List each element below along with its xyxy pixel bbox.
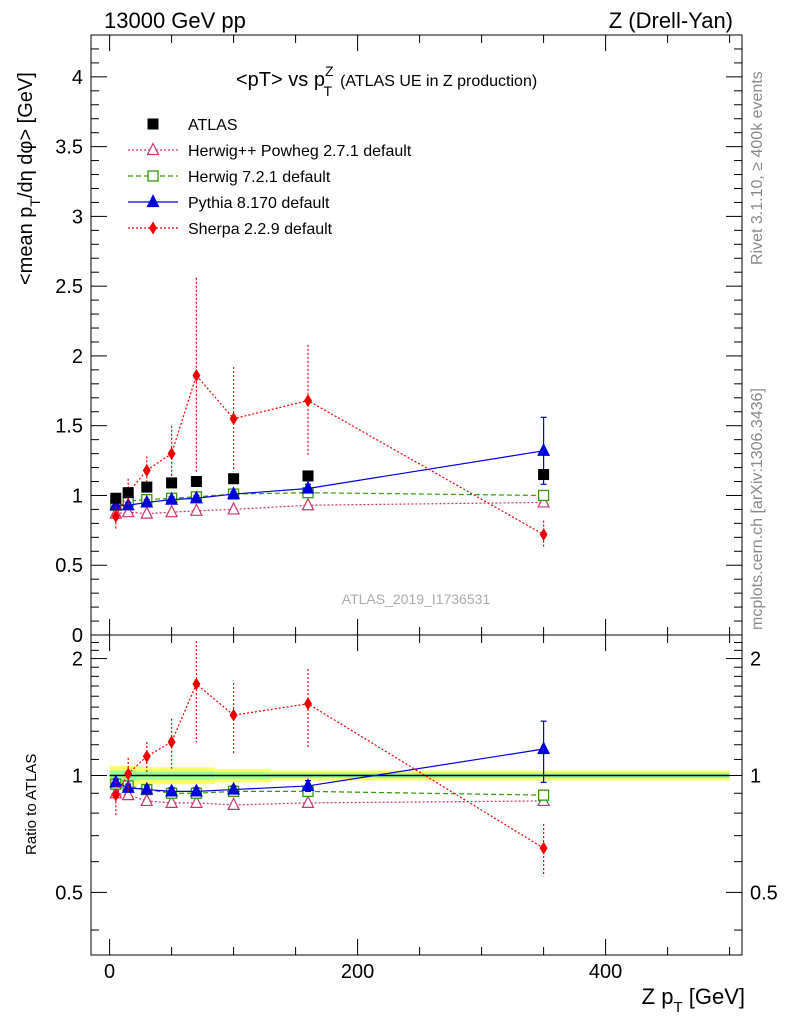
- main-herwigpp-point: [227, 501, 241, 515]
- main-atlas-point: [228, 473, 240, 485]
- ratio-herwigpp-point: [189, 795, 203, 809]
- ratio-pythia-point: [227, 781, 241, 795]
- ratio-panel: 0.5 0.5 1 1 2 2 0 200 400 Ratio to ATLAS Z pT [G…: [23, 634, 778, 1016]
- main-pythia-point: [165, 491, 179, 505]
- main-pythia-line: [115, 450, 544, 506]
- ratio-y-tick-label-right: 2: [750, 649, 761, 671]
- main-y-tick-label: 1.5: [55, 416, 83, 438]
- main-sherpa-point: [111, 509, 120, 523]
- ratio-sherpa-point: [539, 841, 548, 855]
- main-y-tick-label: 2.5: [55, 276, 83, 298]
- main-herwig7-point: [537, 489, 550, 502]
- ratio-y-tick-label-right: 0.5: [750, 882, 778, 904]
- legend-herwigpp-marker: [146, 142, 160, 156]
- ratio-panel-frame: [90, 634, 743, 956]
- ratio-y-tick-label: 0.5: [55, 882, 83, 904]
- header-right: Z (Drell-Yan): [609, 8, 733, 33]
- ratio-y-tick-label: 1: [72, 765, 83, 787]
- main-pythia-point: [301, 480, 315, 494]
- main-sherpa-point: [229, 412, 238, 426]
- ratio-herwigpp-point: [165, 795, 179, 809]
- analysis-watermark: ATLAS_2019_I1736531: [342, 591, 491, 607]
- ratio-herwigpp-point: [301, 795, 315, 809]
- legend-herwigpp-label: Herwig++ Powheg 2.7.1 default: [188, 143, 412, 160]
- main-atlas-point: [190, 476, 202, 488]
- main-panel: 0 0.5 1 1.5 2 2.5 3 3.5 4 <pT> vs pZ T(ATLAS UE i…: [15, 34, 743, 647]
- main-herwigpp-point: [165, 504, 179, 518]
- ratio-sherpa-line: [115, 683, 544, 849]
- legend-sherpa-marker: [149, 221, 157, 235]
- main-atlas-point: [122, 487, 134, 499]
- main-y-axis-label: <mean pT/dη dφ> [GeV]: [15, 72, 43, 285]
- main-atlas-point: [141, 481, 153, 493]
- ratio-pythia-point: [301, 778, 315, 792]
- main-herwigpp-point: [121, 504, 135, 518]
- ratio-y-axis-label: Ratio to ATLAS: [23, 754, 40, 855]
- ratio-pythia-point: [165, 783, 179, 797]
- ratio-sherpa-point: [124, 767, 133, 781]
- main-pythia-point: [140, 494, 154, 508]
- ratio-y-tick-label-right: 1: [750, 765, 761, 787]
- ratio-sherpa-point: [111, 788, 120, 802]
- main-y-tick-label: 0.5: [55, 555, 83, 577]
- main-pythia-point: [189, 490, 203, 504]
- main-atlas-point: [166, 477, 178, 489]
- ratio-herwigpp-point: [121, 787, 135, 801]
- main-sherpa-point: [539, 528, 548, 542]
- ratio-sherpa-point: [167, 735, 176, 749]
- main-sherpa-point: [304, 394, 312, 408]
- legend-sherpa-label: Sherpa 2.2.9 default: [188, 221, 333, 238]
- main-herwigpp-point: [537, 494, 551, 508]
- main-pythia-point: [537, 442, 551, 456]
- ratio-sherpa-point: [142, 749, 151, 763]
- legend-pythia-marker: [146, 194, 160, 208]
- main-herwigpp-point: [189, 502, 203, 516]
- main-pythia-point: [227, 486, 241, 500]
- ratio-herwigpp-point: [140, 793, 154, 807]
- main-sherpa-line: [115, 374, 544, 536]
- x-tick-label: 400: [589, 961, 622, 983]
- main-atlas-point: [110, 492, 122, 504]
- x-axis-label: Z pT [GeV]: [642, 984, 745, 1016]
- x-tick-label: 0: [104, 961, 115, 983]
- main-atlas-point: [302, 470, 314, 482]
- legend-atlas-label: ATLAS: [188, 117, 238, 134]
- ratio-herwigpp-point: [227, 797, 241, 811]
- legend-herwig7-label: Herwig 7.2.1 default: [188, 169, 331, 186]
- ratio-sherpa-point: [304, 697, 312, 711]
- ratio-sherpa-point: [192, 677, 201, 691]
- main-sherpa-point: [192, 368, 201, 382]
- ratio-herwigpp-line: [115, 792, 544, 806]
- main-sherpa-point: [142, 463, 151, 477]
- main-y-tick-label: 3.5: [55, 137, 83, 159]
- legend: ATLAS Herwig++ Powheg 2.7.1 default Herwig…: [128, 117, 412, 238]
- main-atlas-point: [538, 469, 550, 481]
- chart-title: <pT> vs pZ T(ATLAS UE in Z production): [236, 63, 537, 99]
- main-y-tick-label: 4: [72, 67, 83, 89]
- legend-pythia-label: Pythia 8.170 default: [188, 195, 330, 212]
- ratio-sherpa-point: [229, 708, 238, 722]
- ratio-y-tick-label: 2: [72, 649, 83, 671]
- main-herwigpp-point: [140, 505, 154, 519]
- x-tick-label: 200: [341, 961, 374, 983]
- header-left: 13000 GeV pp: [104, 8, 246, 33]
- ratio-pythia-point: [537, 741, 551, 755]
- side-mcplots-label: mcplots.cern.ch [arXiv:1306.3436]: [749, 388, 766, 630]
- main-y-tick-label: 1: [72, 485, 83, 507]
- legend-atlas-marker: [147, 118, 159, 130]
- main-herwigpp-point: [301, 497, 315, 511]
- ratio-pythia-point: [189, 783, 203, 797]
- legend-herwig7-marker: [147, 170, 159, 182]
- main-y-tick-label: 0: [72, 625, 83, 647]
- ratio-pythia-point: [140, 781, 154, 795]
- ratio-herwig7-line: [115, 783, 544, 796]
- main-sherpa-point: [167, 447, 176, 461]
- main-y-tick-label: 3: [72, 206, 83, 228]
- main-herwigpp-line: [115, 501, 544, 515]
- ratio-herwig7-point: [537, 789, 550, 801]
- side-rivet-label: Rivet 3.1.10, ≥ 400k events: [749, 71, 766, 265]
- main-y-tick-label: 2: [72, 346, 83, 368]
